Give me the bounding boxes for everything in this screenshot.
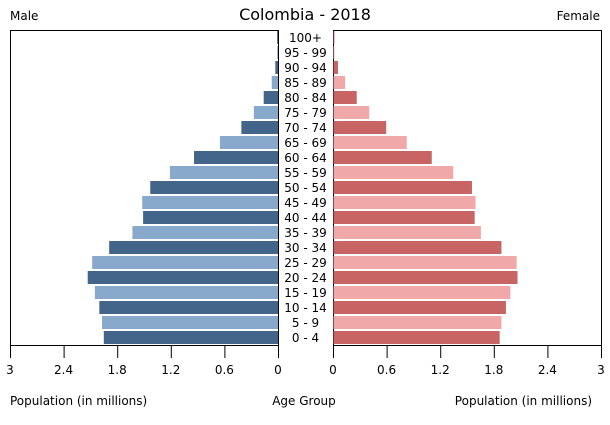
age-group-label: 15 - 19 bbox=[284, 286, 327, 300]
male-bar bbox=[241, 121, 278, 134]
male-bar bbox=[194, 151, 278, 164]
age-group-label: 85 - 89 bbox=[284, 76, 327, 90]
female-x-axis: 0 0.6 1.2 1.8 2.4 3 bbox=[329, 345, 605, 377]
female-bar bbox=[333, 91, 357, 104]
female-label: Female bbox=[557, 9, 600, 23]
age-group-label: 70 - 74 bbox=[284, 121, 327, 135]
male-axis-tick-label: 0.6 bbox=[215, 363, 234, 377]
male-bar bbox=[94, 286, 278, 299]
female-axis-tick-label: 1.8 bbox=[484, 363, 503, 377]
female-axis-tick-label: 2.4 bbox=[538, 363, 557, 377]
female-axis-tick-label: 0.6 bbox=[377, 363, 396, 377]
female-bar bbox=[333, 256, 517, 269]
male-bar bbox=[277, 46, 278, 59]
male-axis-tick-label: 3 bbox=[6, 363, 14, 377]
female-bar bbox=[333, 61, 338, 74]
female-bar bbox=[333, 286, 511, 299]
male-bar bbox=[143, 211, 278, 224]
male-axis-tick-label: 2.4 bbox=[54, 363, 73, 377]
female-bar bbox=[333, 46, 335, 59]
age-group-label: 25 - 29 bbox=[284, 256, 327, 270]
female-axis-tick-label: 0 bbox=[329, 363, 337, 377]
age-group-label: 40 - 44 bbox=[284, 211, 327, 225]
age-group-label: 20 - 24 bbox=[284, 271, 327, 285]
male-bar bbox=[92, 256, 278, 269]
female-axis-tick-label: 1.2 bbox=[431, 363, 450, 377]
age-group-label: 65 - 69 bbox=[284, 136, 327, 150]
male-axis-tick-label: 1.2 bbox=[161, 363, 180, 377]
female-bar bbox=[333, 106, 370, 119]
female-bar bbox=[333, 166, 454, 179]
age-group-label: 30 - 34 bbox=[284, 241, 327, 255]
female-bar bbox=[333, 181, 472, 194]
age-group-label: 45 - 49 bbox=[284, 196, 327, 210]
female-bar bbox=[333, 241, 502, 254]
age-group-label: 35 - 39 bbox=[284, 226, 327, 240]
age-group-label: 10 - 14 bbox=[284, 301, 327, 315]
female-bar bbox=[333, 211, 475, 224]
age-group-label: 60 - 64 bbox=[284, 151, 327, 165]
age-group-label: 75 - 79 bbox=[284, 106, 327, 120]
age-group-label: 100+ bbox=[289, 31, 322, 45]
male-bars bbox=[87, 31, 278, 344]
age-group-label: 50 - 54 bbox=[284, 181, 327, 195]
male-bar bbox=[219, 136, 278, 149]
male-bar bbox=[275, 61, 278, 74]
male-x-axis-title: Population (in millions) bbox=[10, 394, 147, 408]
female-bar bbox=[333, 331, 500, 344]
chart-title: Colombia - 2018 bbox=[239, 5, 371, 24]
age-group-label: 0 - 4 bbox=[292, 331, 319, 345]
age-group-label: 55 - 59 bbox=[284, 166, 327, 180]
male-bar bbox=[263, 91, 278, 104]
male-label: Male bbox=[10, 9, 38, 23]
female-bars bbox=[333, 31, 518, 344]
age-group-axis-title: Age Group bbox=[272, 394, 336, 408]
male-bar bbox=[102, 316, 278, 329]
female-x-axis-title: Population (in millions) bbox=[455, 394, 592, 408]
male-bar bbox=[132, 226, 278, 239]
male-bar bbox=[253, 106, 278, 119]
female-bar bbox=[333, 136, 407, 149]
male-bar bbox=[103, 331, 278, 344]
male-bar bbox=[169, 166, 278, 179]
male-plot-frame bbox=[10, 30, 279, 346]
female-axis-tick-label: 3 bbox=[597, 363, 605, 377]
male-bar bbox=[150, 181, 278, 194]
male-axis-tick-label: 1.8 bbox=[108, 363, 127, 377]
female-bar bbox=[333, 316, 502, 329]
male-bar bbox=[142, 196, 278, 209]
age-group-label: 80 - 84 bbox=[284, 91, 327, 105]
male-bar bbox=[109, 241, 278, 254]
age-group-label: 95 - 99 bbox=[284, 46, 327, 60]
female-bar bbox=[333, 31, 335, 44]
male-bar bbox=[271, 76, 278, 89]
age-group-label: 5 - 9 bbox=[292, 316, 319, 330]
age-group-label: 90 - 94 bbox=[284, 61, 327, 75]
male-axis-tick-label: 0 bbox=[274, 363, 282, 377]
female-bar bbox=[333, 196, 476, 209]
male-bar bbox=[99, 301, 278, 314]
female-bar bbox=[333, 226, 481, 239]
female-bar bbox=[333, 301, 506, 314]
female-bar bbox=[333, 271, 518, 284]
female-bar bbox=[333, 76, 346, 89]
male-bar bbox=[87, 271, 278, 284]
female-bar bbox=[333, 151, 432, 164]
male-bar bbox=[277, 31, 278, 44]
male-x-axis: 0 0.6 1.2 1.8 2.4 3 bbox=[6, 345, 282, 377]
female-bar bbox=[333, 121, 387, 134]
